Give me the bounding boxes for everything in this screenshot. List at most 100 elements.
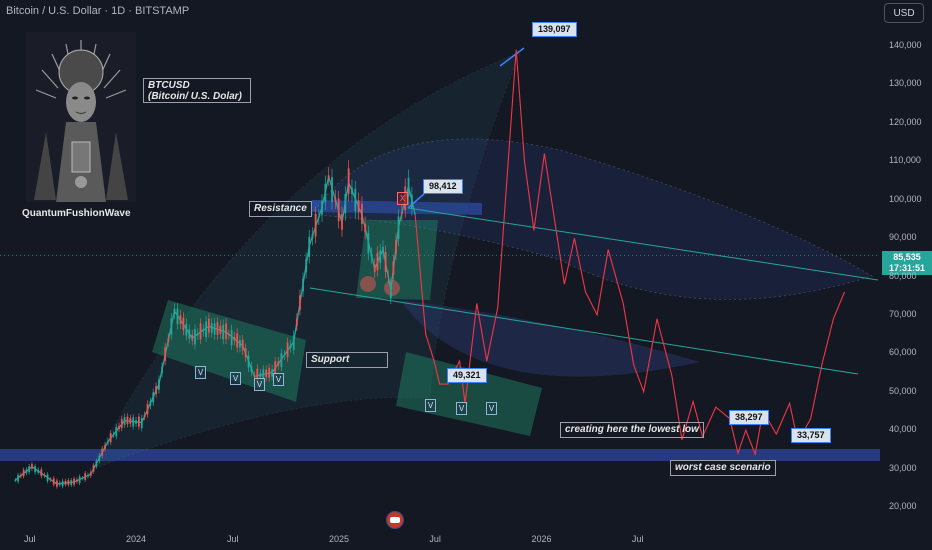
candle-body	[56, 480, 58, 487]
candle-body	[222, 324, 225, 340]
candle-body	[361, 203, 363, 224]
candle-body	[207, 318, 210, 333]
y-tick-label: 130,000	[889, 78, 922, 89]
candle-body	[58, 482, 61, 485]
support-band	[0, 449, 880, 461]
x-tick-label: 2025	[329, 534, 350, 544]
candle-body	[19, 474, 22, 477]
candle-body	[382, 246, 384, 253]
candle-body	[17, 474, 19, 482]
price-callout-support: 49,321	[447, 368, 487, 383]
candle-body	[305, 259, 308, 273]
candle-body	[81, 478, 84, 479]
candle-body	[410, 194, 413, 209]
candle-body	[216, 322, 219, 335]
candle-body	[28, 466, 31, 473]
candle-body	[292, 335, 295, 350]
candle-body	[253, 375, 256, 377]
candle-body	[87, 474, 89, 477]
candle-body	[109, 433, 112, 443]
candle-body	[194, 329, 196, 345]
candle-body	[389, 283, 392, 299]
price-callout-lowest-low: 38,297	[729, 410, 769, 425]
currency-button[interactable]: USD	[884, 3, 924, 23]
y-tick-label: 80,000	[889, 270, 917, 281]
x-tick-label: 2026	[531, 534, 552, 544]
lowest-low-label: creating here the lowest low	[560, 422, 704, 438]
candle-body	[14, 480, 17, 481]
candle-body	[311, 234, 314, 239]
candle-body	[46, 474, 49, 482]
candle-body	[351, 187, 353, 195]
candle-body	[271, 369, 274, 377]
candle-body	[78, 476, 81, 484]
candle-body	[286, 342, 289, 358]
candle-body	[347, 168, 350, 194]
candle-body	[321, 201, 323, 215]
y-tick-label: 110,000	[889, 155, 921, 166]
x-tick-label: Jul	[631, 534, 644, 544]
candle-body	[289, 344, 292, 348]
candle-body	[367, 232, 370, 254]
candle-body	[295, 318, 298, 326]
candle-body	[129, 417, 132, 424]
low-marker-2	[384, 280, 400, 296]
candle-body	[155, 386, 157, 394]
candle-body	[268, 367, 271, 378]
candle-body	[274, 361, 277, 374]
candle-body	[73, 478, 75, 485]
y-tick-label: 100,000	[889, 193, 922, 204]
candle-body	[331, 177, 333, 202]
resistance-label: Resistance	[249, 201, 312, 217]
candle-body	[25, 469, 28, 474]
us-flag-icon[interactable]	[386, 511, 404, 529]
candle-body	[137, 416, 140, 427]
candle-body	[176, 308, 179, 325]
candle-body	[387, 276, 390, 278]
v-marker: V	[456, 402, 467, 415]
candle-body	[357, 200, 360, 213]
v-marker: V	[254, 378, 265, 391]
current-price-tag: 85,535 17:31:51	[882, 251, 932, 275]
candle-body	[308, 236, 311, 257]
candle-body	[75, 479, 78, 482]
candle-body	[199, 323, 202, 340]
arrow-to-98k	[407, 193, 425, 209]
candle-body	[152, 392, 155, 403]
v-marker: V	[195, 366, 206, 379]
y-tick-label: 40,000	[889, 424, 917, 435]
candle-body	[191, 334, 194, 341]
price-callout-top: 139,097	[532, 22, 577, 37]
candle-body	[37, 469, 40, 473]
symbol-box: BTCUSD (Bitcoin/ U.S. Dolar)	[143, 78, 251, 103]
candle-body	[277, 361, 280, 366]
candle-body	[112, 434, 115, 436]
candle-body	[140, 417, 143, 429]
candle-body	[334, 197, 337, 202]
candle-body	[52, 478, 55, 485]
candle-body	[247, 355, 250, 368]
candle-body	[241, 339, 244, 351]
candle-body	[143, 415, 146, 417]
candle-body	[239, 340, 241, 348]
candle-body	[115, 426, 118, 437]
candle-body	[167, 338, 170, 342]
price-callout-worst-case: 33,757	[791, 428, 831, 443]
candle-body	[84, 473, 87, 480]
arrow-to-top	[499, 47, 525, 67]
y-tick-label: 60,000	[889, 347, 917, 358]
candle-body	[196, 333, 199, 336]
y-tick-label: 70,000	[889, 308, 917, 319]
candle-body	[202, 329, 205, 332]
candle-body	[188, 329, 191, 339]
candle-body	[227, 334, 230, 336]
candle-body	[61, 480, 64, 487]
upper-trendline	[407, 207, 879, 281]
candle-body	[98, 455, 101, 461]
candle-body	[101, 448, 104, 456]
y-tick-label: 30,000	[889, 462, 917, 473]
x-tick-label: Jul	[226, 534, 239, 544]
y-tick-label: 20,000	[889, 501, 917, 511]
candle-body	[344, 193, 347, 214]
